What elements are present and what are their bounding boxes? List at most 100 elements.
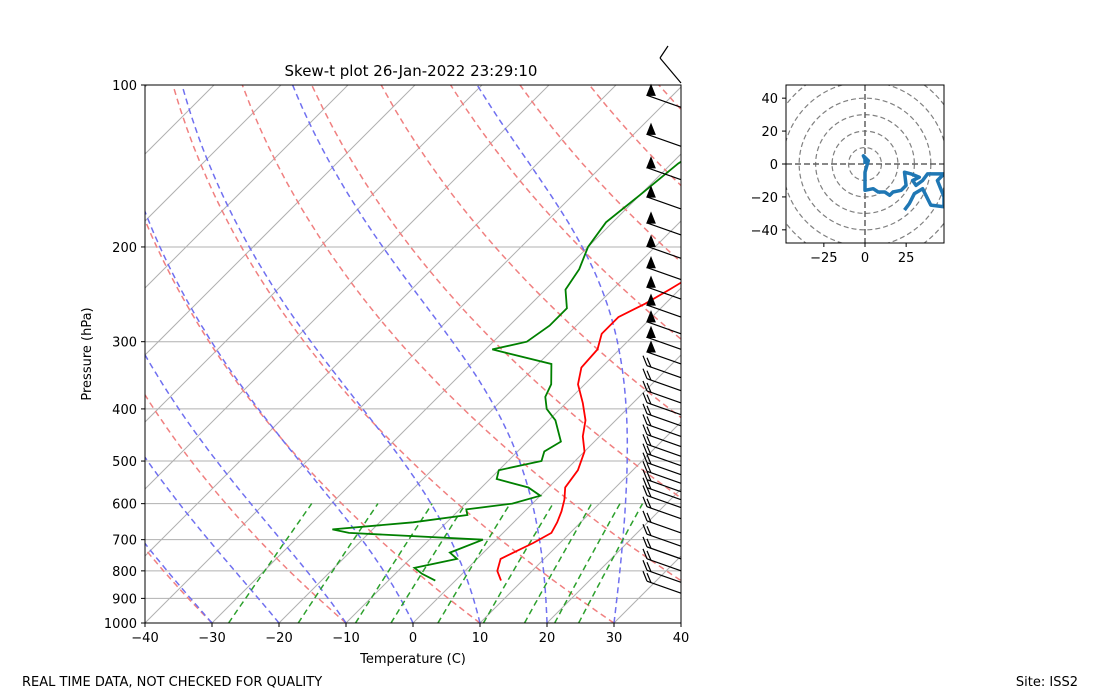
x-tick-label: 20: [539, 631, 556, 646]
hodograph: −25 0 25 −40 −20 0 20 40: [751, 84, 945, 266]
wind-barb: [642, 443, 682, 467]
skewt-y-ticks: 100 200 300 400 500 600 700 800 900 1000: [104, 79, 145, 632]
isotherm-gridline: [145, 86, 681, 623]
x-tick-label: −40: [131, 631, 158, 646]
isotherm-gridline: [278, 220, 681, 623]
dry-adiabat: [519, 85, 681, 263]
hodo-y-tick-label: −20: [751, 191, 778, 206]
wind-barbs: [642, 45, 682, 594]
wind-barb: [646, 156, 682, 181]
isotherm-gridline: [546, 488, 681, 623]
dry-adiabat: [380, 85, 681, 419]
dewpoint-profile: [332, 160, 681, 582]
isotherm-gridline: [145, 85, 416, 356]
wind-barb: [646, 234, 682, 259]
moist-adiabat: [181, 85, 481, 623]
y-tick-label: 800: [112, 565, 137, 580]
x-axis-label: Temperature (C): [359, 652, 466, 667]
wind-barb: [642, 477, 682, 501]
dry-adiabat: [145, 547, 213, 623]
wind-barb: [642, 414, 682, 437]
x-tick-label: 40: [673, 631, 690, 646]
x-tick-label: −30: [198, 631, 225, 646]
wind-barb: [646, 211, 682, 236]
hodo-x-tick-label: 25: [898, 251, 915, 266]
dry-adiabat: [145, 393, 347, 623]
isotherm-gridline: [145, 85, 617, 557]
moist-adiabat: [476, 85, 629, 623]
y-tick-label: 300: [112, 336, 137, 351]
wind-barb: [642, 536, 682, 560]
site-label: Site: ISS2: [1016, 675, 1078, 690]
mixing-ratio-line: [227, 503, 313, 623]
y-tick-label: 500: [112, 455, 137, 470]
hodograph-trace: [861, 154, 944, 212]
wind-barb: [642, 355, 682, 379]
wind-barb: [659, 45, 669, 59]
hodo-x-tick-label: 0: [861, 251, 869, 266]
skewt-x-ticks: −40 −30 −20 −10 0 10 20 30 40: [131, 623, 689, 646]
wind-barb: [659, 57, 682, 84]
hodograph-line: [861, 154, 944, 212]
wind-barb: [642, 461, 682, 484]
isotherm-gridline: [211, 153, 681, 623]
isotherm-gridline: [145, 85, 483, 423]
wind-barb: [642, 469, 682, 493]
skewt-grid: [0, 85, 681, 623]
wind-barb: [642, 560, 682, 583]
skewt-title: Skew-t plot 26-Jan-2022 23:29:10: [285, 62, 538, 80]
isotherm-gridline: [0, 85, 13, 623]
isotherm-gridline: [145, 85, 349, 289]
wind-barb: [642, 380, 682, 404]
hodograph-x-ticks: −25 0 25: [810, 243, 914, 266]
wind-barb: [646, 325, 682, 350]
wind-barb: [646, 275, 682, 300]
hodo-y-tick-label: 40: [761, 92, 778, 107]
x-tick-label: −20: [265, 631, 292, 646]
wind-barb: [646, 83, 682, 108]
moist-adiabat: [145, 455, 280, 623]
wind-barb: [642, 434, 682, 457]
dry-adiabat: [241, 85, 681, 582]
y-tick-label: 200: [112, 241, 137, 256]
wind-barb: [646, 310, 682, 335]
wind-barb: [646, 340, 682, 365]
wind-barb: [642, 403, 682, 427]
wind-barb: [642, 570, 682, 594]
dry-adiabat: [172, 85, 615, 623]
wind-barb: [642, 368, 682, 392]
dry-adiabat: [145, 218, 481, 623]
wind-barb: [646, 293, 682, 318]
wind-barb: [642, 392, 682, 416]
y-axis-label: Pressure (hPa): [80, 307, 95, 400]
y-tick-label: 100: [112, 79, 137, 94]
y-tick-label: 400: [112, 403, 137, 418]
hodo-y-tick-label: −40: [751, 224, 778, 239]
y-tick-label: 900: [112, 592, 137, 607]
y-tick-label: 1000: [104, 617, 137, 632]
mixing-ratio-line: [354, 503, 433, 623]
wind-barb: [646, 255, 682, 281]
isotherm-gridline: [412, 354, 681, 623]
x-tick-label: 0: [409, 631, 417, 646]
isotherm-gridline: [345, 287, 681, 623]
moist-adiabat: [145, 209, 414, 623]
mixing-ratio-line: [437, 503, 511, 623]
wind-barb: [646, 122, 682, 147]
wind-barb: [642, 452, 682, 476]
quality-notice: REAL TIME DATA, NOT CHECKED FOR QUALITY: [22, 675, 322, 690]
moist-adiabat: [680, 619, 681, 623]
x-tick-label: 10: [472, 631, 489, 646]
y-tick-label: 700: [112, 534, 137, 549]
isotherm-gridline: [145, 85, 215, 155]
isotherm-gridline: [479, 421, 681, 623]
moist-adiabat: [291, 85, 548, 623]
isotherm-gridline: [680, 622, 681, 623]
moist-adiabat: [145, 542, 213, 623]
skewt-series: [332, 160, 681, 582]
x-tick-label: 30: [606, 631, 623, 646]
hodo-y-tick-label: 20: [761, 125, 778, 140]
temperature-profile: [496, 281, 681, 581]
skewt-plot: −40 −30 −20 −10 0 10 20 30 40 100 200 300 400 500 600…: [0, 62, 689, 667]
